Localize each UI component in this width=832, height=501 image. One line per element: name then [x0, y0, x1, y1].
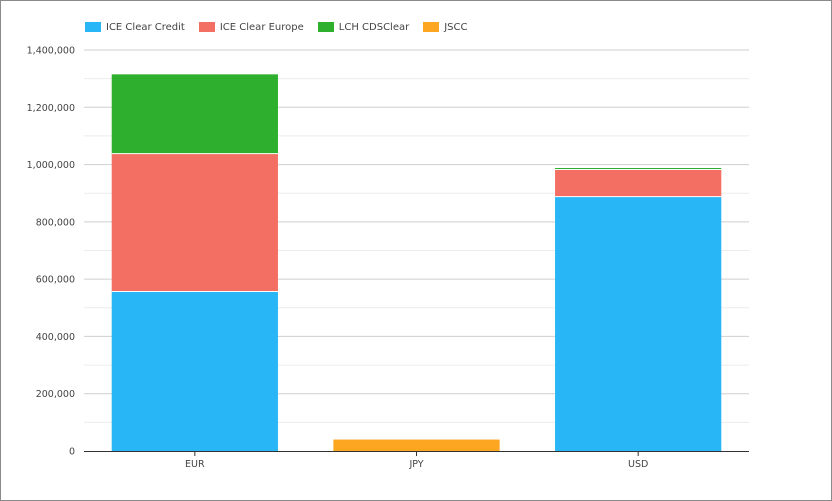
bar-segment-eur-ice-clear-europe[interactable]	[111, 153, 278, 292]
bar-segment-eur-ice-clear-credit[interactable]	[111, 291, 278, 451]
y-tick-label: 600,000	[36, 275, 75, 286]
x-tick-label-jpy: JPY	[408, 459, 423, 470]
legend-swatch-ice-clear-credit	[85, 22, 101, 32]
bar-segment-usd-lch-cdsclear[interactable]	[555, 168, 722, 170]
bar-segment-usd-ice-clear-credit[interactable]	[555, 196, 722, 451]
y-tick-label: 1,400,000	[27, 46, 75, 57]
legend-label-lch-cdsclear: LCH CDSClear	[338, 21, 410, 33]
legend-swatch-lch-cdsclear	[317, 22, 334, 32]
legend-label-jscc: JSCC	[444, 21, 468, 33]
axis-layer: 0 200,000 400,000 600,000 800,000 1,000,000 1,…	[27, 46, 749, 470]
legend-item-lch-cdsclear[interactable]: LCH CDSClear	[317, 21, 410, 33]
legend-label-ice-clear-credit: ICE Clear Credit	[106, 21, 185, 33]
y-tick-label: 200,000	[36, 389, 75, 400]
legend-item-ice-clear-europe[interactable]: ICE Clear Europe	[198, 21, 304, 33]
legend-swatch-ice-clear-europe	[198, 22, 215, 32]
y-tick-label: 1,200,000	[27, 103, 75, 114]
legend-label-ice-clear-europe: ICE Clear Europe	[219, 21, 304, 33]
bar-segment-eur-lch-cdsclear[interactable]	[111, 74, 278, 154]
legend-item-jscc[interactable]: JSCC	[423, 22, 467, 33]
bar-layer	[111, 74, 722, 451]
y-tick-label: 800,000	[36, 217, 75, 228]
x-tick-label-usd: USD	[628, 459, 648, 470]
bar-segment-jpy-jscc[interactable]	[333, 439, 500, 451]
legend-item-ice-clear-credit[interactable]: ICE Clear Credit	[85, 22, 185, 33]
y-tick-label: 1,000,000	[27, 160, 75, 171]
y-tick-label: 400,000	[36, 332, 75, 343]
bar-segment-usd-ice-clear-europe[interactable]	[555, 169, 722, 197]
legend-swatch-jscc	[423, 22, 440, 32]
x-tick-label-eur: EUR	[185, 459, 205, 470]
legend: ICE Clear Credit ICE Clear Europe LCH CD…	[85, 19, 481, 35]
y-tick-label: 0	[69, 447, 75, 458]
